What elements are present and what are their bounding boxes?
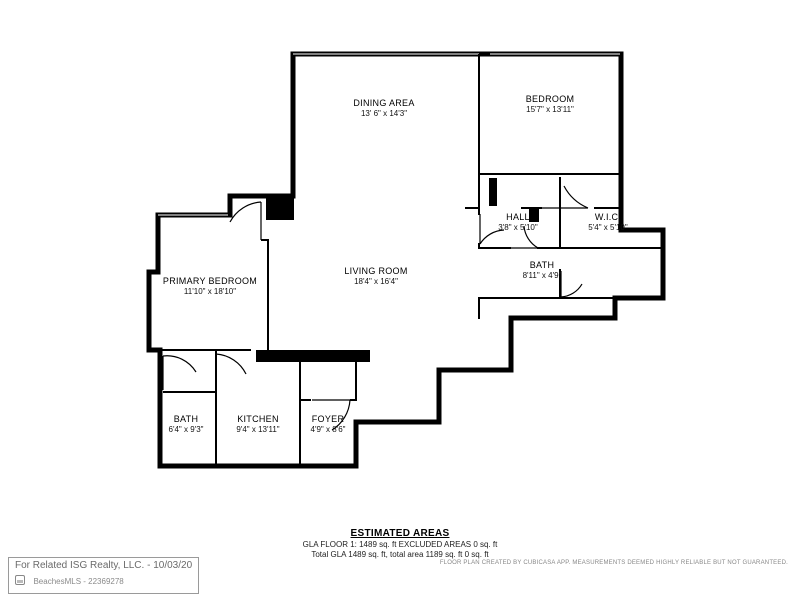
room-label: W.I.C.5'4" x 5'10" [538, 212, 678, 232]
room-dimensions: 11'10" x 18'10" [140, 287, 280, 297]
room-dimensions: 4'9" x 8'6" [258, 425, 398, 435]
room-label: BEDROOM15'7" x 13'11" [480, 94, 620, 114]
mls-icon [15, 575, 25, 585]
room-label: BATH8'11" x 4'9" [472, 260, 612, 280]
room-name: PRIMARY BEDROOM [140, 276, 280, 287]
watermark-box: For Related ISG Realty, LLC. - 10/03/20 … [8, 557, 199, 594]
room-dimensions: 13' 6" x 14'3" [314, 109, 454, 119]
floor-plan-svg [0, 0, 800, 600]
estimated-areas-line1: GLA FLOOR 1: 1489 sq. ft EXCLUDED AREAS … [0, 540, 800, 549]
room-dimensions: 8'11" x 4'9" [472, 271, 612, 281]
watermark-line2-wrap: BeachesMLS - 22369278 [15, 571, 192, 589]
watermark-line2: BeachesMLS - 22369278 [33, 577, 123, 586]
room-name: BEDROOM [480, 94, 620, 105]
room-dimensions: 18'4" x 16'4" [306, 277, 446, 287]
room-name: DINING AREA [314, 98, 454, 109]
estimated-areas-title: ESTIMATED AREAS [0, 528, 800, 539]
room-name: LIVING ROOM [306, 266, 446, 277]
room-label: DINING AREA13' 6" x 14'3" [314, 98, 454, 118]
disclaimer-text: FLOOR PLAN CREATED BY CUBICASA APP. MEAS… [440, 560, 788, 566]
room-name: BATH [472, 260, 612, 271]
room-dimensions: 5'4" x 5'10" [538, 223, 678, 233]
room-label: LIVING ROOM18'4" x 16'4" [306, 266, 446, 286]
room-name: FOYER [258, 414, 398, 425]
room-label: FOYER4'9" x 8'6" [258, 414, 398, 434]
room-dimensions: 15'7" x 13'11" [480, 105, 620, 115]
stage: DINING AREA13' 6" x 14'3" BEDROOM15'7" x … [0, 0, 800, 600]
room-name: W.I.C. [538, 212, 678, 223]
room-label: PRIMARY BEDROOM11'10" x 18'10" [140, 276, 280, 296]
watermark-line1: For Related ISG Realty, LLC. - 10/03/20 [15, 560, 192, 571]
